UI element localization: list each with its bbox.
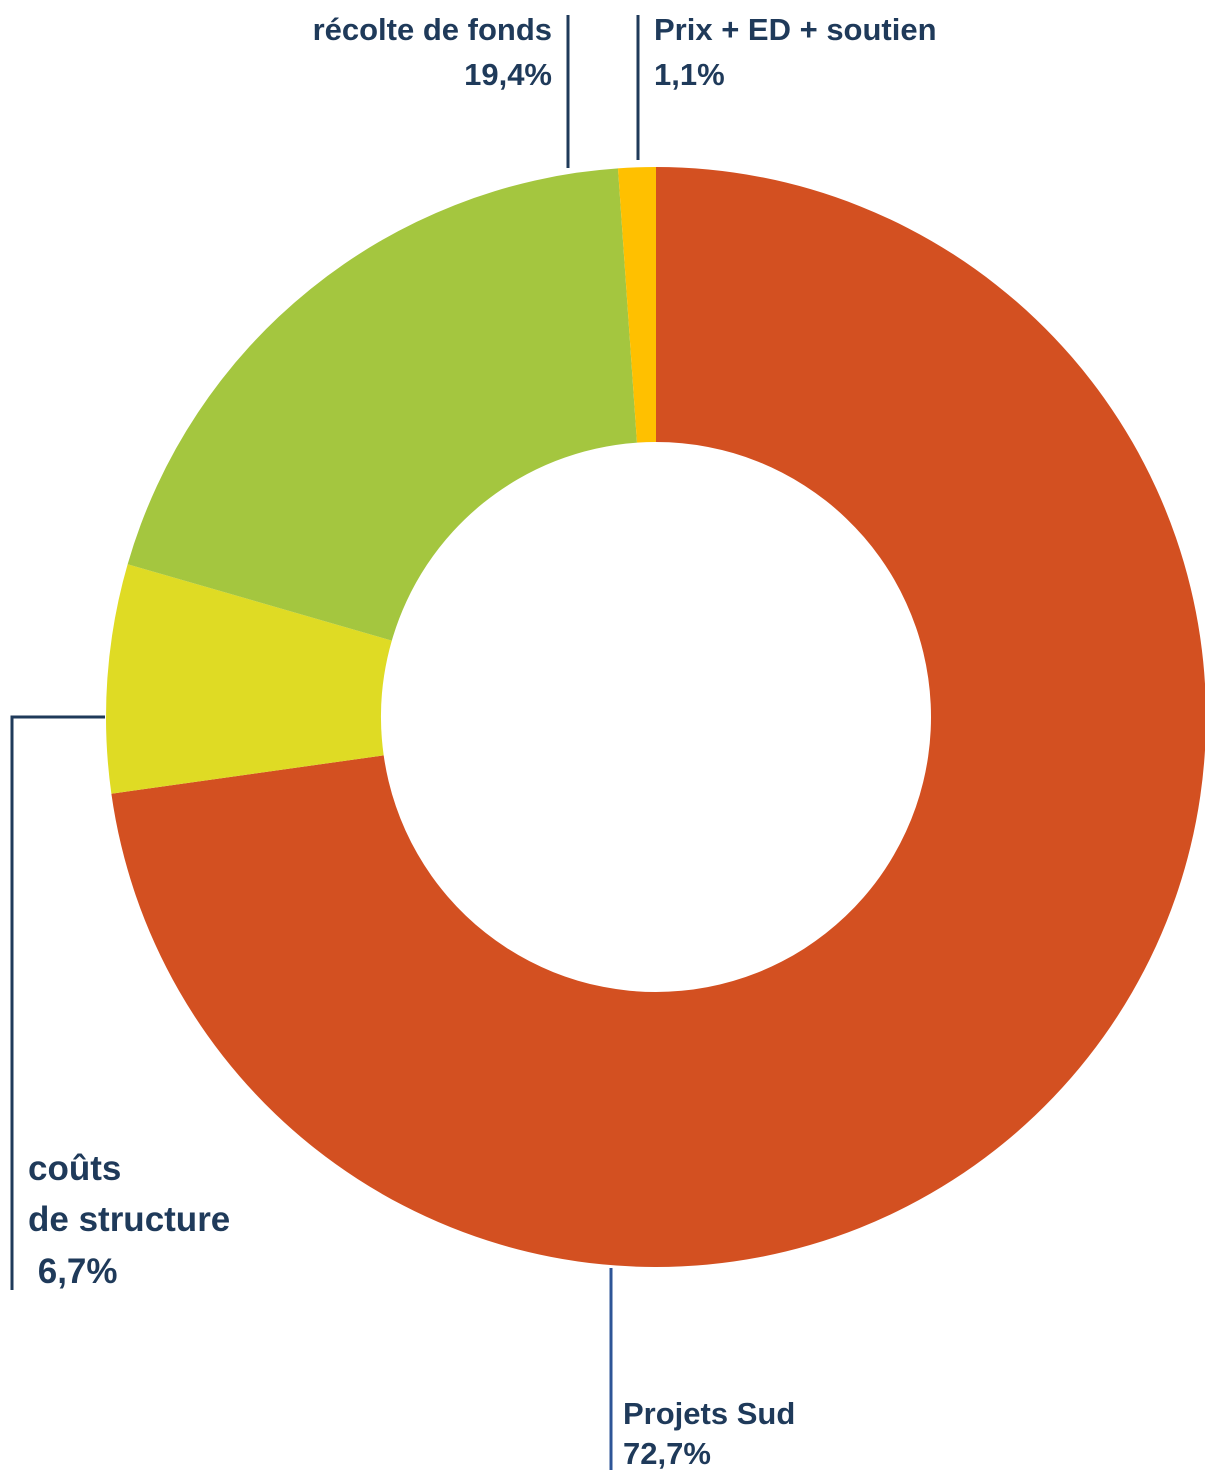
label-projets-name: Projets Sud (623, 1396, 795, 1431)
label-couts-value: 6,7% (28, 1252, 118, 1291)
slice-recolte-de-fonds (128, 168, 637, 640)
label-recolte-value: 19,4% (464, 57, 552, 92)
label-couts-name-line2: de structure (28, 1200, 230, 1239)
label-prix-value: 1,1% (654, 57, 725, 92)
label-projets-value: 72,7% (623, 1436, 711, 1471)
donut-slices (106, 167, 1205, 1267)
label-couts-name-line1: coûts (28, 1149, 121, 1188)
label-recolte-name: récolte de fonds (313, 12, 552, 47)
label-prix-name: Prix + ED + soutien (654, 12, 937, 47)
